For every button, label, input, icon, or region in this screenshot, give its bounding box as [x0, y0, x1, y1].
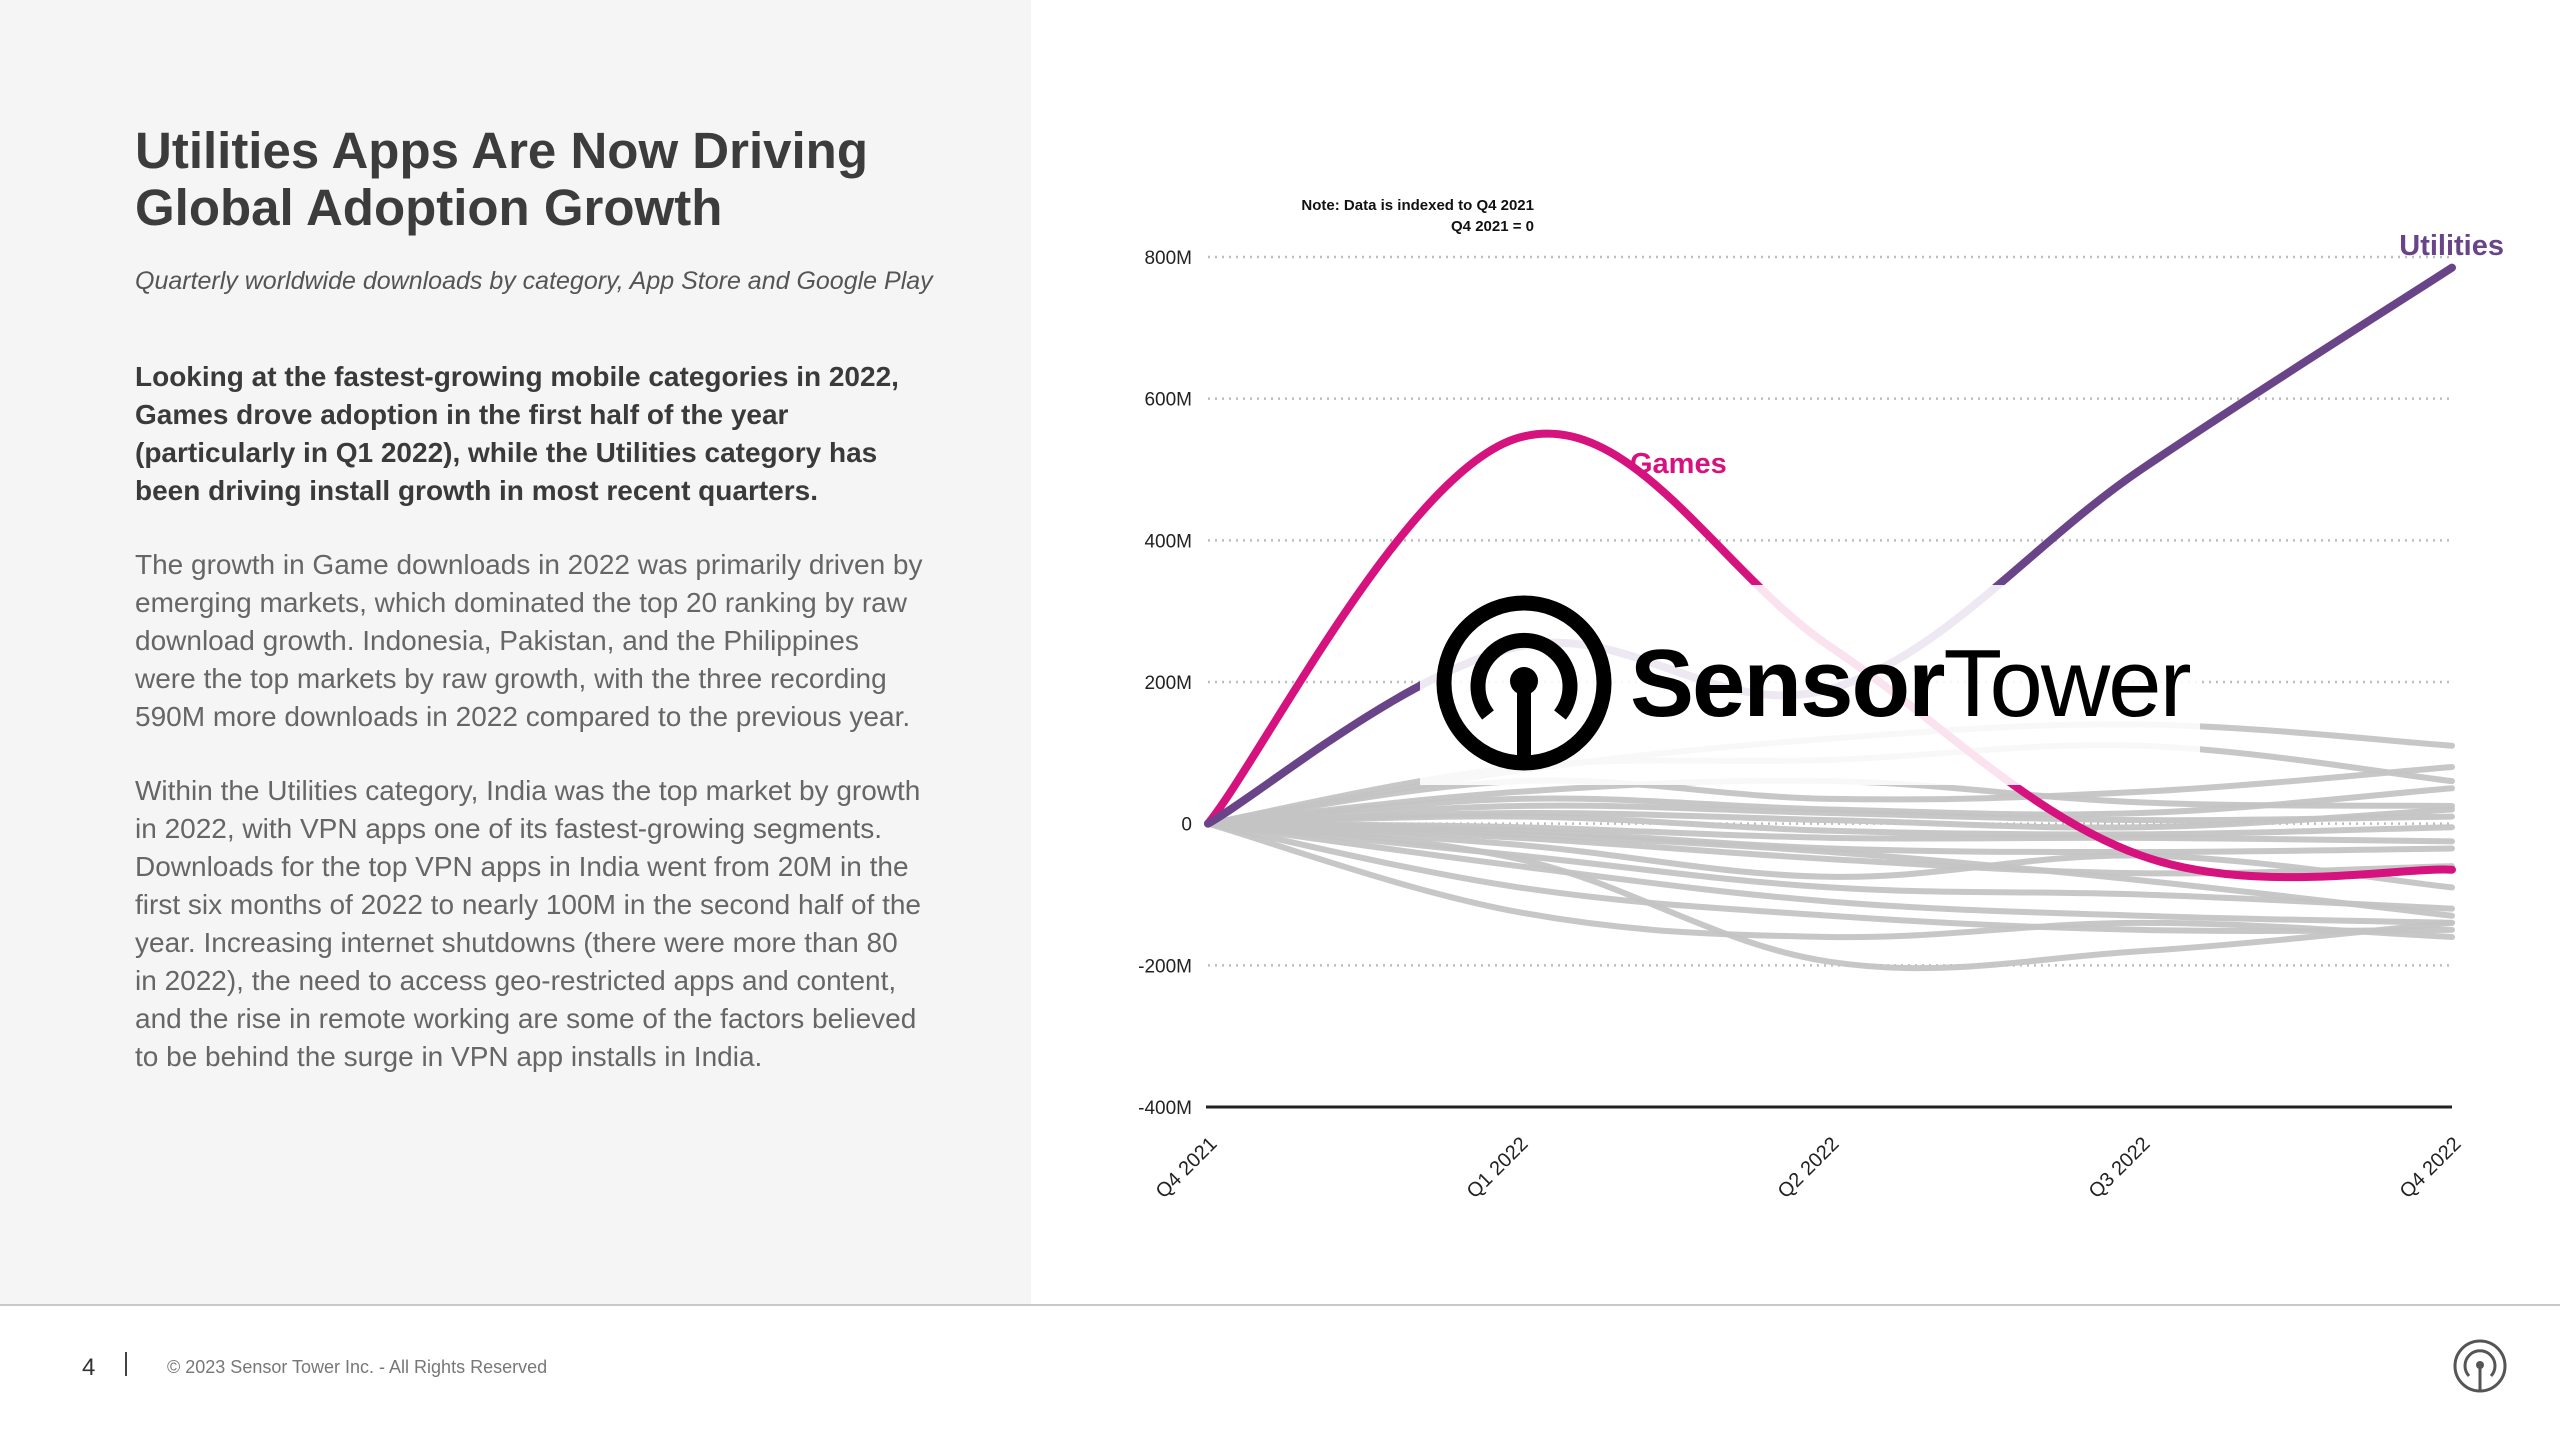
x-tick-label: Q1 2022	[1463, 1133, 1533, 1203]
y-tick-label: 800M	[1144, 248, 1192, 269]
wordmark-sensor: Sensor	[1630, 630, 1945, 737]
x-tick-label: Q4 2021	[1152, 1133, 1222, 1203]
other-category-line	[1205, 820, 2455, 926]
other-category-line	[1205, 820, 2455, 891]
other-category-line	[1205, 820, 2455, 912]
downloads-growth-chart: 800M 600M 400M 200M 0 -200M -400M Q4 2021 Q1 202…	[1138, 230, 2504, 1203]
page-number: 4	[82, 1354, 96, 1381]
page-subtitle: Quarterly worldwide downloads by categor…	[135, 267, 933, 295]
text-panel	[0, 0, 1031, 1304]
chart-note-line: Q4 2021 = 0	[1451, 218, 1534, 235]
watermark-wordmark: SensorTower	[1630, 629, 2192, 739]
games-series-label: Games	[1630, 448, 1727, 480]
x-tick-label: Q4 2022	[2396, 1133, 2466, 1203]
x-tick-label: Q3 2022	[2085, 1133, 2155, 1203]
wordmark-tower: Tower	[1943, 630, 2191, 737]
other-category-line	[1205, 820, 2455, 935]
y-tick-label: 200M	[1144, 673, 1192, 694]
footer-separator	[125, 1352, 127, 1376]
sensor-tower-watermark: SensorTower	[1420, 585, 2200, 785]
y-tick-label: -400M	[1138, 1098, 1192, 1119]
chart-note-line: Note: Data is indexed to Q4 2021	[1301, 197, 1534, 214]
y-tick-label: 0	[1181, 815, 1192, 836]
other-category-line	[1205, 820, 2455, 972]
other-category-line	[1205, 764, 2455, 827]
chart-note: Note: Data is indexed to Q4 2021 Q4 2021…	[1166, 195, 1534, 237]
page-title: Utilities Apps Are Now Driving Global Ad…	[135, 122, 868, 236]
body-paragraph-utilities: Within the Utilities category, India was…	[135, 775, 921, 1072]
other-category-line	[1205, 820, 2455, 919]
sensor-tower-logo-icon	[1436, 595, 1612, 771]
y-tick-label: 600M	[1144, 390, 1192, 411]
sensor-tower-logo-icon	[2453, 1339, 2507, 1393]
other-category-line	[1205, 820, 2455, 941]
y-tick-label: 400M	[1144, 531, 1192, 552]
y-tick-label: -200M	[1138, 956, 1192, 977]
other-category-line	[1205, 813, 2455, 838]
utilities-series-label: Utilities	[2399, 230, 2504, 262]
footer-divider	[0, 1304, 2560, 1306]
copyright-text: © 2023 Sensor Tower Inc. - All Rights Re…	[167, 1357, 548, 1377]
body-paragraph-games: The growth in Game downloads in 2022 was…	[135, 549, 923, 732]
lead-paragraph: Looking at the fastest-growing mobile ca…	[135, 361, 899, 506]
x-tick-label: Q2 2022	[1774, 1133, 1844, 1203]
other-category-line	[1205, 785, 2455, 827]
